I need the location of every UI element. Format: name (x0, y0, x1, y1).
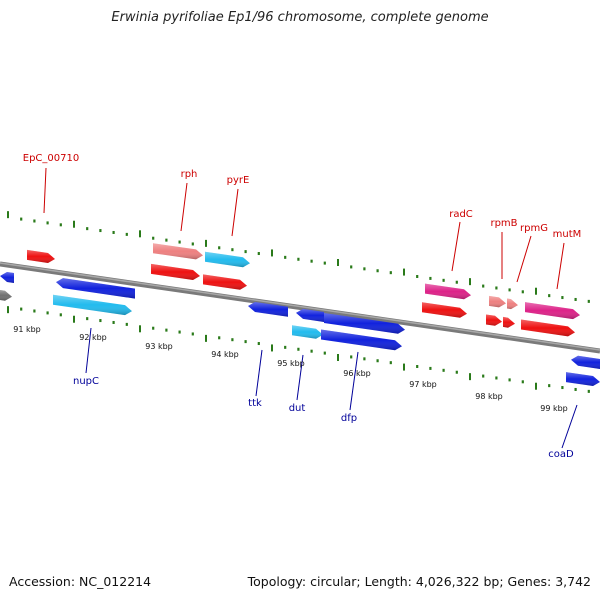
scale-label-94: 94 kbp (211, 350, 239, 359)
gene-arrow-shading (422, 302, 467, 318)
gene-label-dut[interactable]: dut (289, 403, 306, 414)
scale-label-95: 95 kbp (277, 359, 305, 368)
gene-arrow-shading (425, 283, 471, 300)
tick-row-top (7, 211, 590, 303)
gene-label-pyrE[interactable]: pyrE (227, 175, 250, 186)
gene-arrow-shading (324, 313, 405, 334)
bottom-gene-labels: nupC ttk dut dfp coaD (73, 376, 574, 460)
gene-label-ttk[interactable]: ttk (248, 398, 262, 409)
gene-arrow-shading (486, 314, 502, 326)
scale-label-97: 97 kbp (409, 380, 437, 389)
scale-label-98: 98 kbp (475, 392, 503, 401)
gene-arrow-shading (292, 325, 323, 339)
gene-label-rpmG[interactable]: rpmG (520, 223, 548, 234)
gene-arrow-shading (248, 302, 288, 317)
gene-arrow-shading (489, 295, 506, 308)
gene-label-mutM[interactable]: mutM (553, 229, 582, 240)
scale-labels: 91 kbp 92 kbp 93 kbp 94 kbp 95 kbp 96 kb… (13, 325, 568, 413)
gene-arrow-shading (27, 249, 55, 263)
topology-text: Topology: circular; Length: 4,026,322 bp… (247, 574, 591, 589)
gene-arrow-shading (566, 372, 600, 386)
gene-label-coaD[interactable]: coaD (548, 449, 574, 460)
chromosome-backbone (0, 261, 600, 354)
gene-features (0, 243, 600, 386)
scale-label-91: 91 kbp (13, 325, 41, 334)
gene-label-EpC_00710[interactable]: EpC_00710 (23, 153, 79, 164)
gene-arrow-shading (153, 243, 203, 260)
gene-arrow-shading (503, 316, 515, 328)
gene-arrow-shading (56, 278, 135, 299)
gene-arrow-shading (525, 302, 580, 320)
gene-arrow-shading (507, 298, 518, 310)
accession-text: Accession: NC_012214 (9, 574, 152, 589)
gene-label-dfp[interactable]: dfp (341, 413, 357, 424)
gene-arrow-shading (571, 355, 600, 369)
gene-arrow-shading (321, 329, 402, 351)
gene-arrow-shading (53, 294, 132, 316)
gene-arrow-shading (203, 274, 247, 290)
gene-arrow-shading (296, 308, 324, 322)
gene-arrow-shading (0, 290, 12, 301)
top-gene-labels: EpC_00710 rph pyrE radC rpmB rpmG mutM (23, 153, 582, 240)
tick-row-bottom (7, 306, 590, 393)
gene-arrow-shading (151, 263, 200, 280)
gene-arrow-shading (0, 272, 14, 283)
gene-arrow-shading (521, 319, 575, 337)
scale-label-96: 96 kbp (343, 369, 371, 378)
scale-label-93: 93 kbp (145, 342, 173, 351)
gene-label-nupC[interactable]: nupC (73, 376, 99, 387)
gene-label-rpmB[interactable]: rpmB (490, 218, 517, 229)
gene-label-rph[interactable]: rph (181, 169, 198, 180)
chromosome-backbone-highlight (0, 262, 600, 351)
gene-label-radC[interactable]: radC (449, 209, 473, 220)
scale-label-92: 92 kbp (79, 333, 107, 342)
gene-arrow-shading (205, 251, 250, 268)
label-leaders (43, 167, 578, 449)
map-title: Erwinia pyrifoliae Ep1/96 chromosome, co… (111, 10, 489, 25)
scale-label-99: 99 kbp (540, 404, 568, 413)
